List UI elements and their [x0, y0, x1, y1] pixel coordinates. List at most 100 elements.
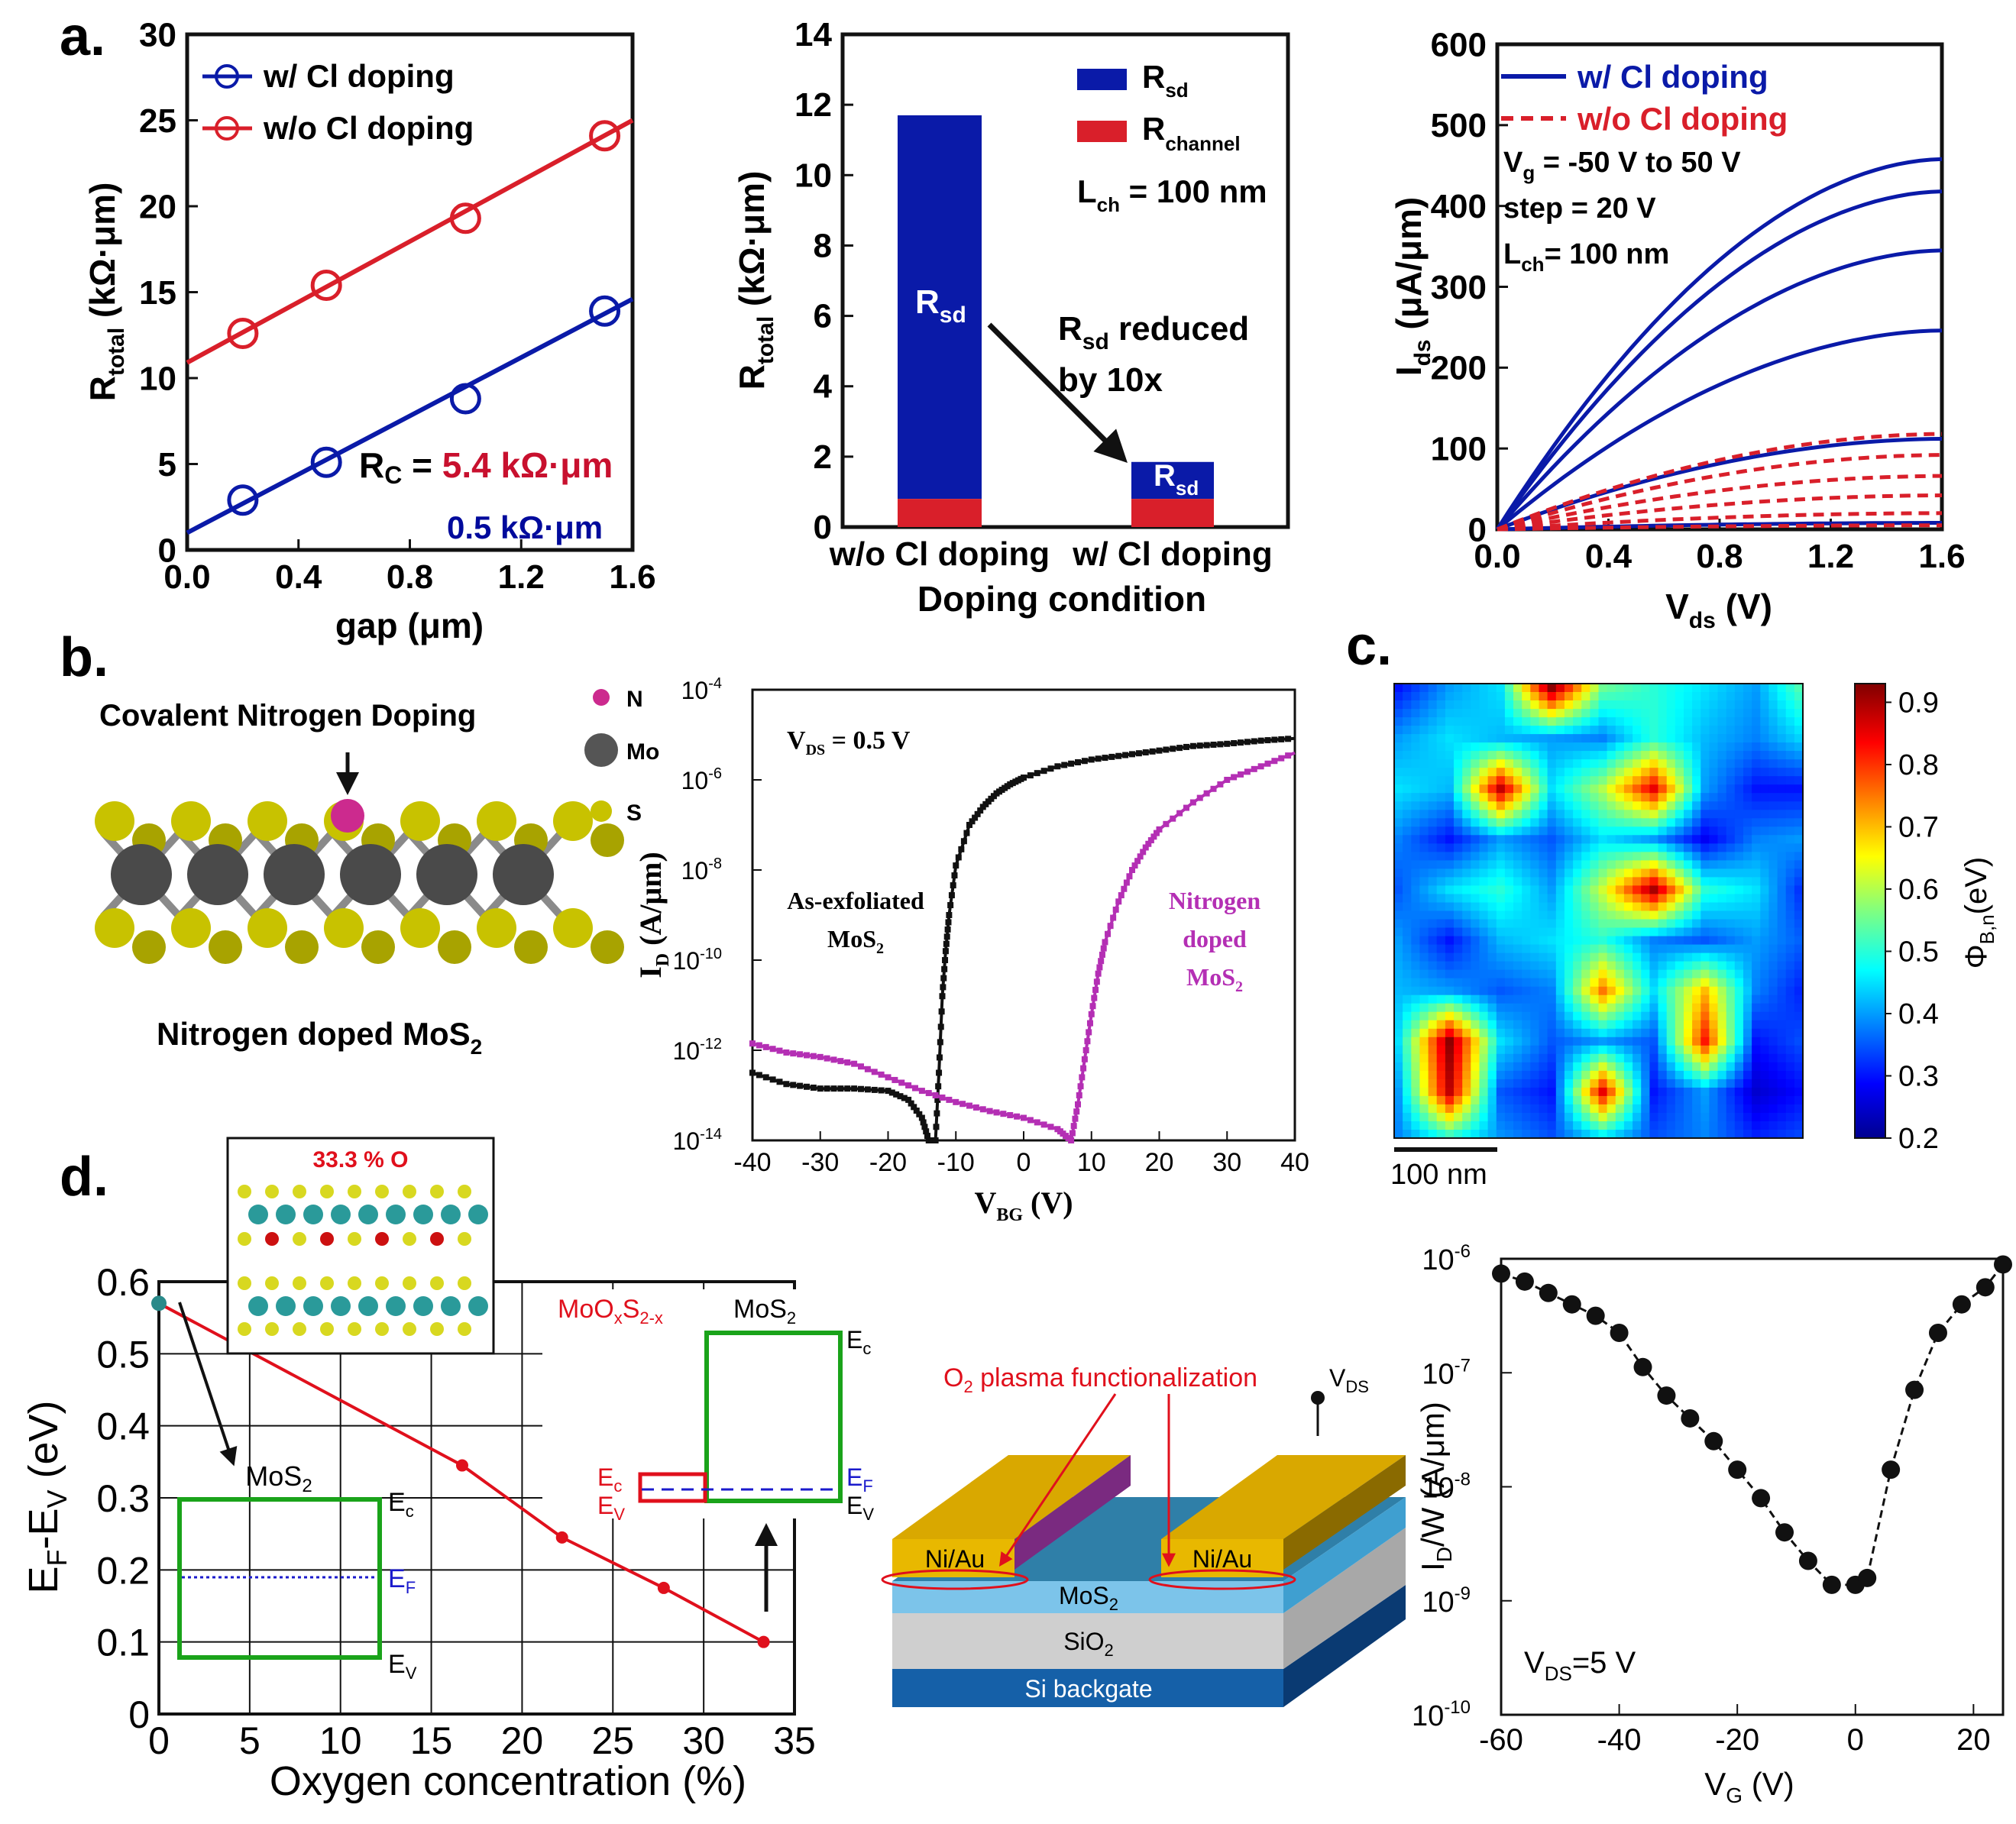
c-cell [1623, 835, 1633, 844]
a2-ytick-label: 6 [814, 298, 832, 335]
c-cell [1419, 1020, 1429, 1030]
c-cell [1471, 843, 1480, 852]
c-cell [1419, 1053, 1429, 1063]
c-cell [1717, 877, 1727, 886]
c-cell [1504, 734, 1514, 743]
d1-band-ev: EV [388, 1650, 417, 1683]
c-cell [1598, 910, 1608, 920]
c-cell [1564, 734, 1574, 743]
c-cell [1573, 692, 1582, 701]
c-cell [1700, 910, 1710, 920]
c-cell [1590, 860, 1600, 869]
c-cell [1436, 709, 1446, 718]
b2-marker-1 [1007, 1111, 1014, 1118]
c-cell [1649, 835, 1659, 844]
c-cell [1428, 986, 1438, 996]
c-cell [1479, 751, 1489, 760]
c-cell [1394, 1045, 1403, 1055]
c-cell [1547, 776, 1557, 785]
c-cell [1539, 1070, 1548, 1080]
c-cell [1445, 1003, 1455, 1013]
c-cell [1471, 927, 1480, 937]
c-cell [1454, 759, 1463, 768]
c-cell [1700, 1062, 1710, 1072]
c-cell [1462, 801, 1471, 810]
c-cell [1649, 868, 1659, 878]
c-cell [1513, 1045, 1523, 1055]
c-cell [1768, 1087, 1778, 1097]
c-cell [1633, 684, 1642, 693]
c-cell [1445, 894, 1455, 904]
b2-marker-0 [897, 1093, 904, 1100]
c-cell [1539, 936, 1548, 946]
c-cell [1445, 1020, 1455, 1030]
c-cell [1419, 860, 1429, 869]
c-cell [1777, 1045, 1787, 1055]
c-cell [1590, 894, 1600, 904]
c-cell [1760, 1079, 1769, 1088]
c-cell [1573, 826, 1582, 836]
c-cell [1555, 793, 1565, 802]
c-cell [1555, 860, 1565, 869]
b2-marker-0 [756, 1072, 762, 1079]
c-cell [1471, 793, 1480, 802]
c-cell [1403, 1095, 1412, 1105]
c-cell [1734, 768, 1744, 777]
c-cell [1555, 1104, 1565, 1114]
c-cell [1675, 936, 1684, 946]
c-cell [1573, 978, 1582, 988]
c-cell [1615, 768, 1625, 777]
d1-band-ef: EF [388, 1564, 416, 1597]
c-cell [1794, 835, 1804, 844]
c-cell [1717, 944, 1727, 954]
c-cell [1717, 835, 1727, 844]
c-cell [1504, 986, 1514, 996]
c-cell [1564, 1003, 1574, 1013]
c-cell [1555, 684, 1565, 693]
c-cell [1513, 835, 1523, 844]
c-cell [1547, 835, 1557, 844]
c-cell [1547, 994, 1557, 1004]
c-cell [1573, 1095, 1582, 1105]
c-cell [1692, 717, 1701, 726]
c-cell [1752, 818, 1761, 827]
b2-marker-1 [1131, 862, 1138, 869]
b2-marker-0 [932, 1137, 939, 1143]
c-cell [1513, 910, 1523, 920]
b1-s-atom [209, 930, 242, 964]
d2-sio2-label: SiO2 [1063, 1628, 1114, 1660]
c-cell [1504, 784, 1514, 794]
c-cell [1436, 868, 1446, 878]
b2-marker-1 [1072, 1115, 1079, 1122]
c-cell [1709, 894, 1719, 904]
d3-point [1798, 1551, 1817, 1570]
c-cell [1623, 810, 1633, 819]
c-cell [1522, 969, 1531, 979]
c-cell [1649, 919, 1659, 929]
c-cell [1623, 860, 1633, 869]
c-cell [1555, 835, 1565, 844]
c-cell [1692, 885, 1701, 894]
c-cell [1734, 1037, 1744, 1046]
c-cell [1522, 986, 1531, 996]
c-cell [1768, 717, 1778, 726]
c-cell [1717, 709, 1727, 718]
c-cell [1598, 726, 1608, 735]
a1-xtick-label: 0.8 [387, 558, 433, 596]
c-cell [1794, 1121, 1804, 1130]
c-cell [1471, 700, 1480, 710]
c-cell [1547, 692, 1557, 701]
c-cell [1607, 860, 1616, 869]
c-cell [1496, 877, 1506, 886]
c-cell [1641, 885, 1650, 894]
c-cell [1539, 801, 1548, 810]
c-cell [1403, 801, 1412, 810]
d1-band-ec: Ec [388, 1488, 414, 1521]
c-cell [1658, 944, 1668, 954]
c-cell [1496, 709, 1506, 718]
c-cell [1768, 1011, 1778, 1021]
c-cell [1623, 776, 1633, 785]
c-cell [1752, 969, 1761, 979]
c-cell [1633, 944, 1642, 954]
c-cell [1573, 843, 1582, 852]
